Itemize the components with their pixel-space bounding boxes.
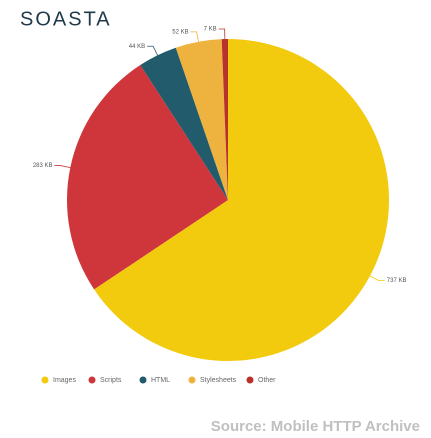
legend-swatch — [88, 376, 96, 384]
legend-label: Images — [53, 377, 76, 384]
leader-line — [368, 274, 385, 282]
leader-line — [147, 45, 159, 58]
pie-slice — [94, 39, 390, 361]
data-label: 44 KB — [129, 44, 145, 50]
leader-line — [218, 28, 226, 42]
pie-slice — [66, 65, 228, 290]
leader-line — [190, 31, 200, 44]
data-label: 283 KB — [33, 163, 53, 169]
legend-label: Stylesheets — [200, 377, 237, 384]
legend-swatch — [246, 376, 254, 384]
data-label: 52 KB — [172, 29, 188, 35]
legend-label: Other — [258, 377, 276, 384]
legend-label: HTML — [151, 377, 170, 384]
legend-swatch — [41, 376, 49, 384]
leader-line — [54, 165, 73, 169]
data-label: 737 KB — [387, 278, 407, 284]
legend-swatch — [188, 376, 196, 384]
pie-slice — [140, 47, 228, 201]
source: Source: Mobile HTTP Archive — [211, 418, 420, 435]
pie-slice — [175, 39, 228, 201]
legend-label: Scripts — [100, 377, 122, 384]
pie-slice — [221, 39, 228, 200]
legend-swatch — [139, 376, 147, 384]
data-label: 7 KB — [204, 27, 217, 33]
logo: SOASTA — [20, 8, 112, 30]
